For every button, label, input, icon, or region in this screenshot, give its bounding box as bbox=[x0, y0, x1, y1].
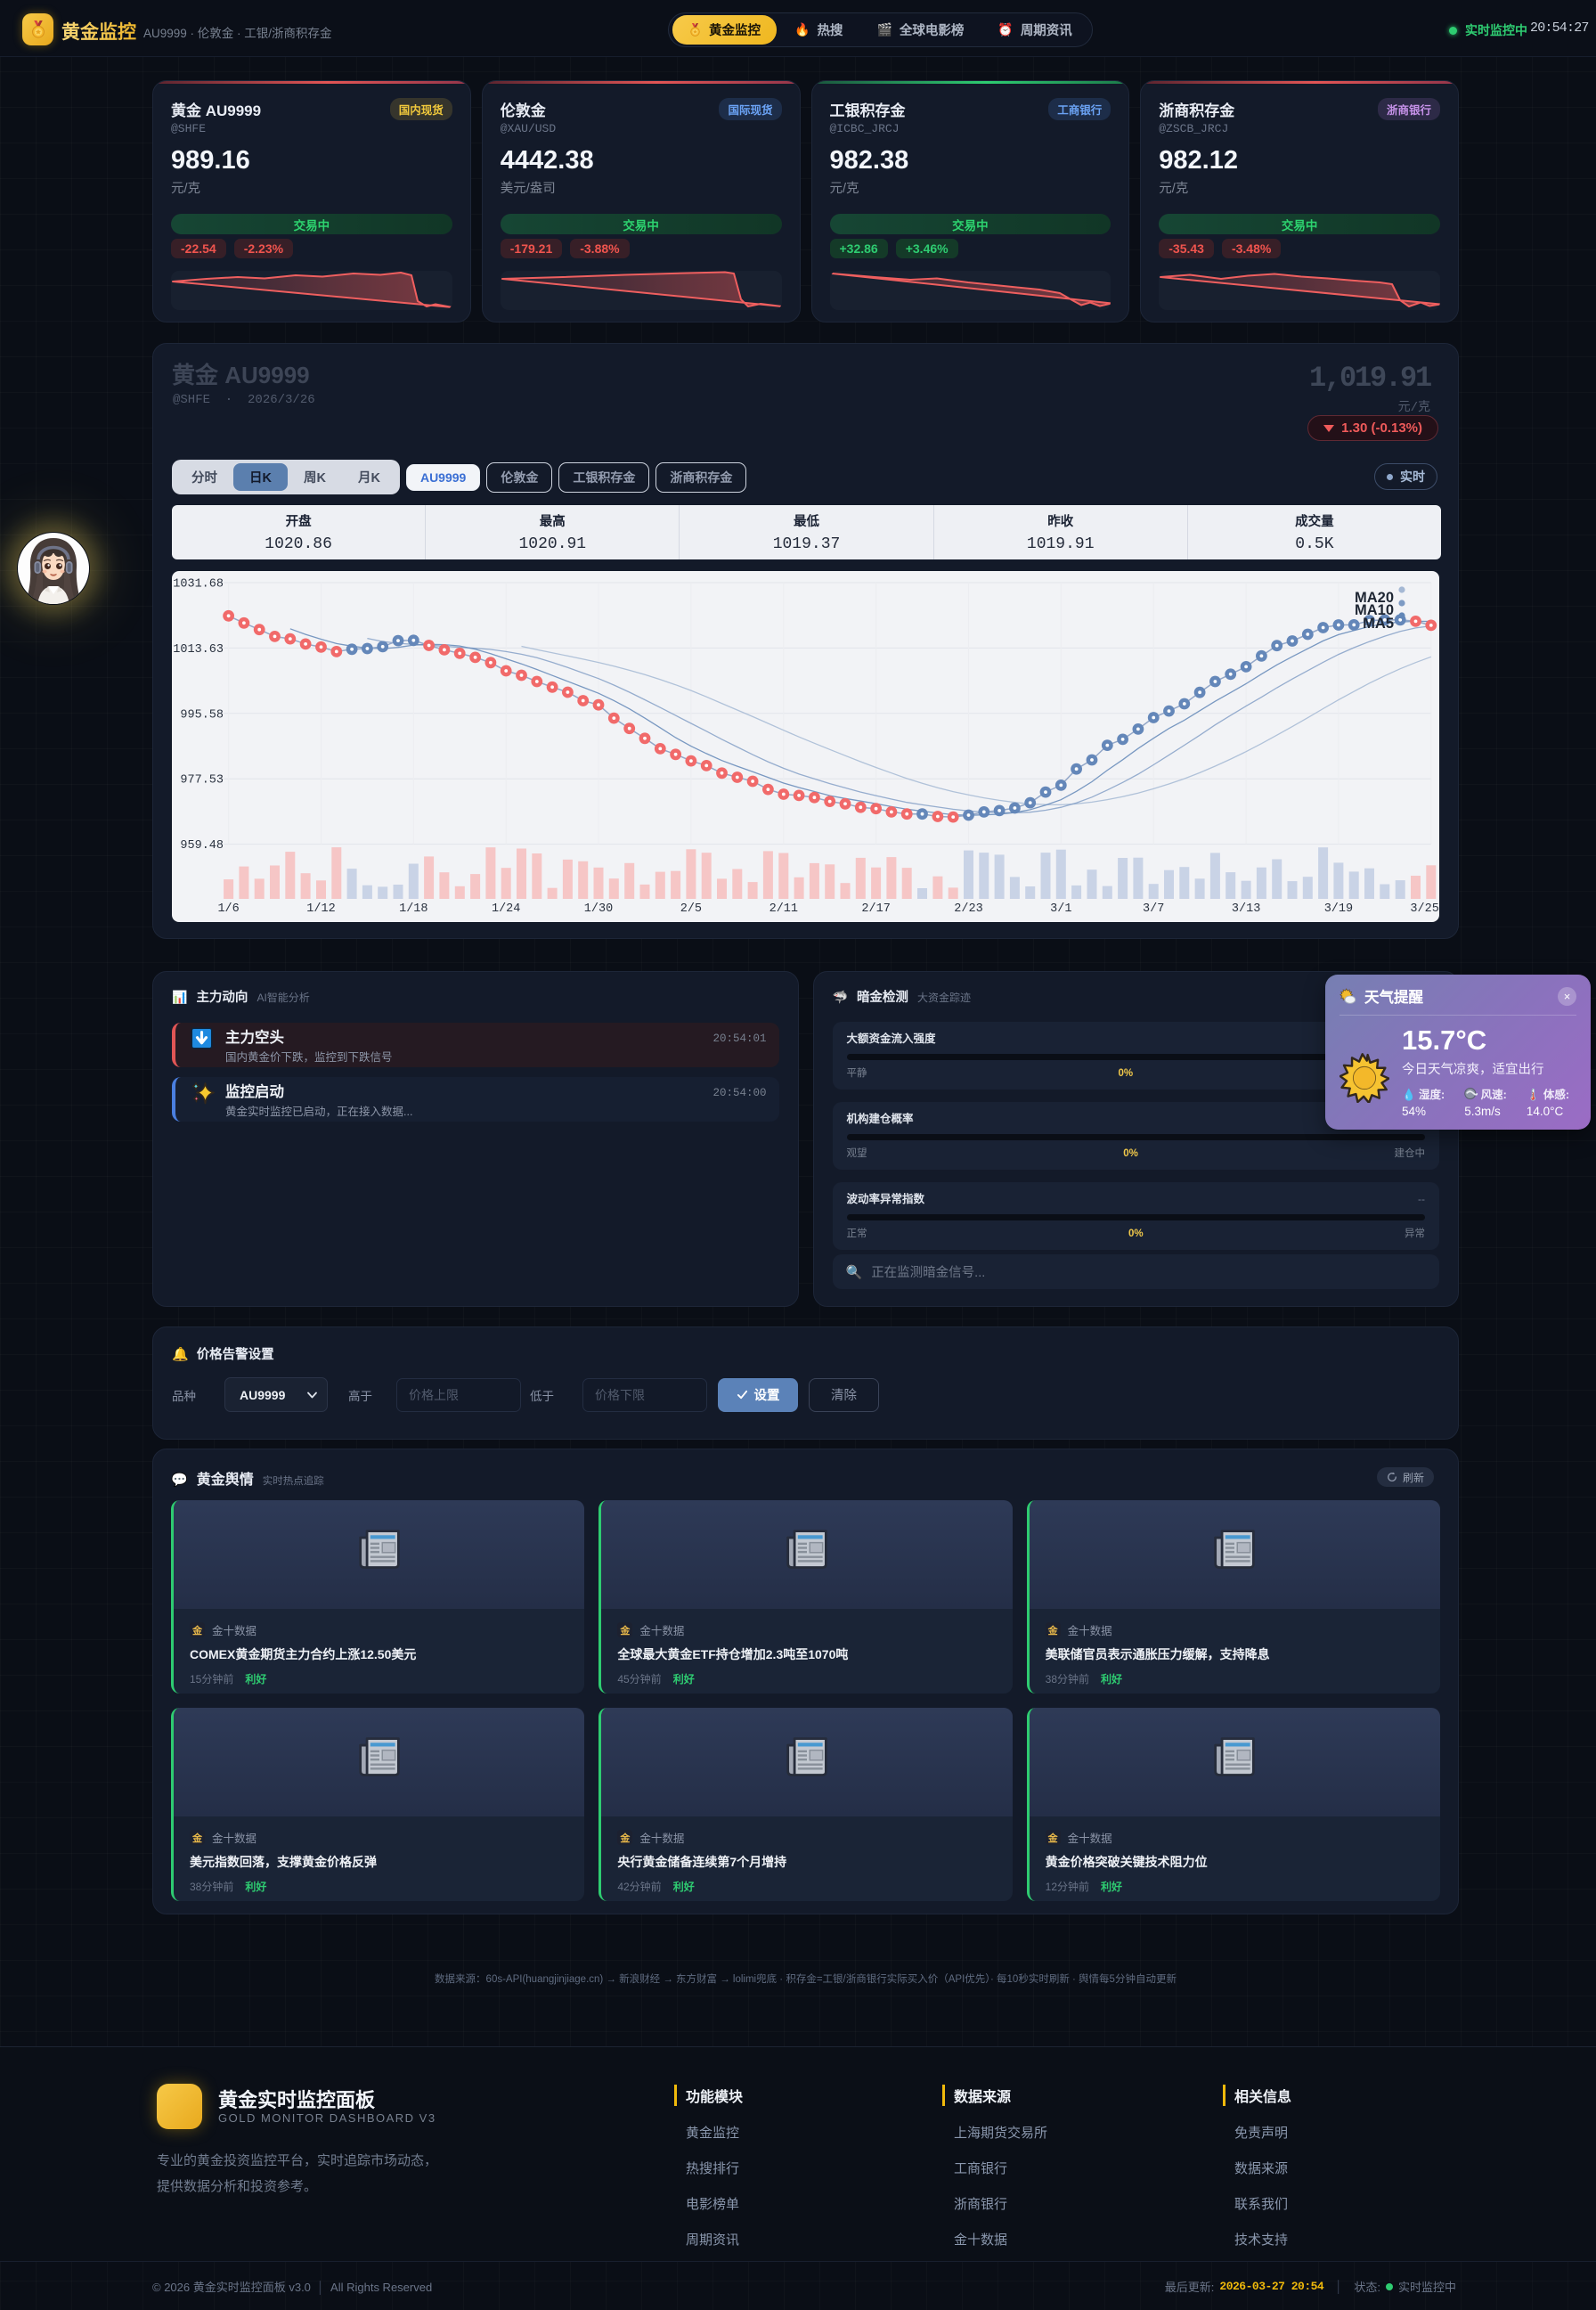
svg-text:1/24: 1/24 bbox=[492, 902, 520, 916]
svg-text:2/11: 2/11 bbox=[770, 902, 798, 916]
svg-text:3/25: 3/25 bbox=[1410, 902, 1438, 916]
svg-text:2/17: 2/17 bbox=[861, 902, 890, 916]
svg-text:1013.63: 1013.63 bbox=[173, 643, 224, 657]
svg-text:1/30: 1/30 bbox=[584, 902, 613, 916]
svg-text:MA5: MA5 bbox=[1363, 616, 1394, 632]
svg-text:MA10: MA10 bbox=[1355, 602, 1394, 618]
svg-text:1031.68: 1031.68 bbox=[173, 578, 224, 592]
svg-text:2/5: 2/5 bbox=[680, 902, 702, 916]
svg-text:3/19: 3/19 bbox=[1324, 902, 1353, 916]
svg-text:3/1: 3/1 bbox=[1050, 902, 1071, 916]
svg-text:995.58: 995.58 bbox=[180, 708, 224, 722]
svg-text:959.48: 959.48 bbox=[180, 839, 224, 853]
svg-text:3/13: 3/13 bbox=[1232, 902, 1260, 916]
svg-text:3/7: 3/7 bbox=[1143, 902, 1164, 916]
svg-text:MA20: MA20 bbox=[1355, 590, 1394, 606]
svg-text:2/23: 2/23 bbox=[954, 902, 982, 916]
svg-text:977.53: 977.53 bbox=[180, 774, 224, 788]
svg-text:1/12: 1/12 bbox=[306, 902, 335, 916]
svg-text:1/6: 1/6 bbox=[217, 902, 239, 916]
svg-text:1/18: 1/18 bbox=[399, 902, 428, 916]
